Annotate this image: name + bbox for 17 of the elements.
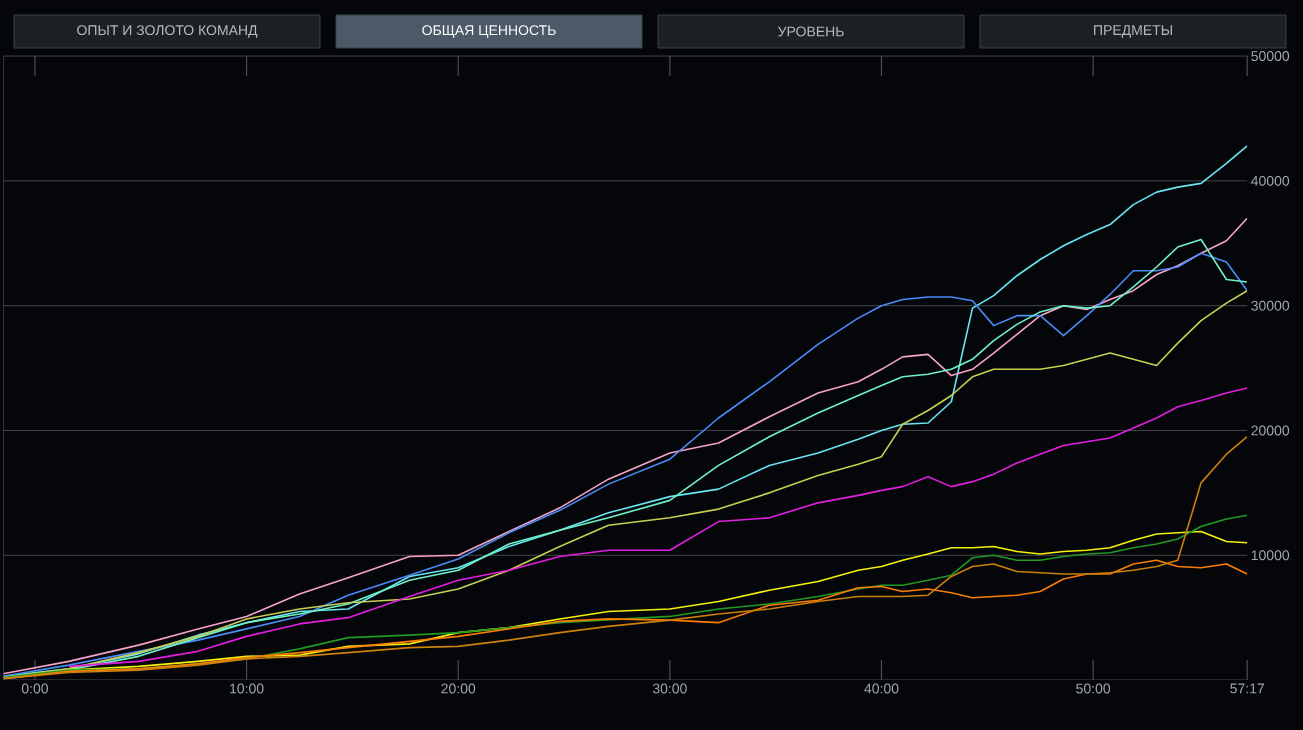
x-tick-label: 50:00 [1076,683,1111,694]
text: ПРЕДМЕТЫ [1094,25,1172,38]
y-tick-label: 10000 [1251,550,1290,561]
x-tick-label: 20:00 [441,683,476,694]
y-tick-label: 40000 [1251,175,1290,186]
text: ОПЫТ И ЗОЛОТО КОМАНД [77,25,258,38]
x-tick-label: 10:00 [230,683,264,694]
x-tick-label: 40:00 [864,683,899,694]
x-tick-label: 57:17 [1230,683,1265,694]
y-tick-label: 50000 [1251,51,1290,62]
text: УРОВЕНЬ [777,26,844,37]
line-series [68,387,1248,668]
y-tick-label: 30000 [1251,300,1290,311]
x-tick-label: 0:00 [21,683,49,694]
y-tick-label: 20000 [1251,425,1290,436]
x-tick-label: 30:00 [652,683,687,694]
chart-title: ОБЩАЯ ЦЕННОСТЬ [422,25,556,38]
